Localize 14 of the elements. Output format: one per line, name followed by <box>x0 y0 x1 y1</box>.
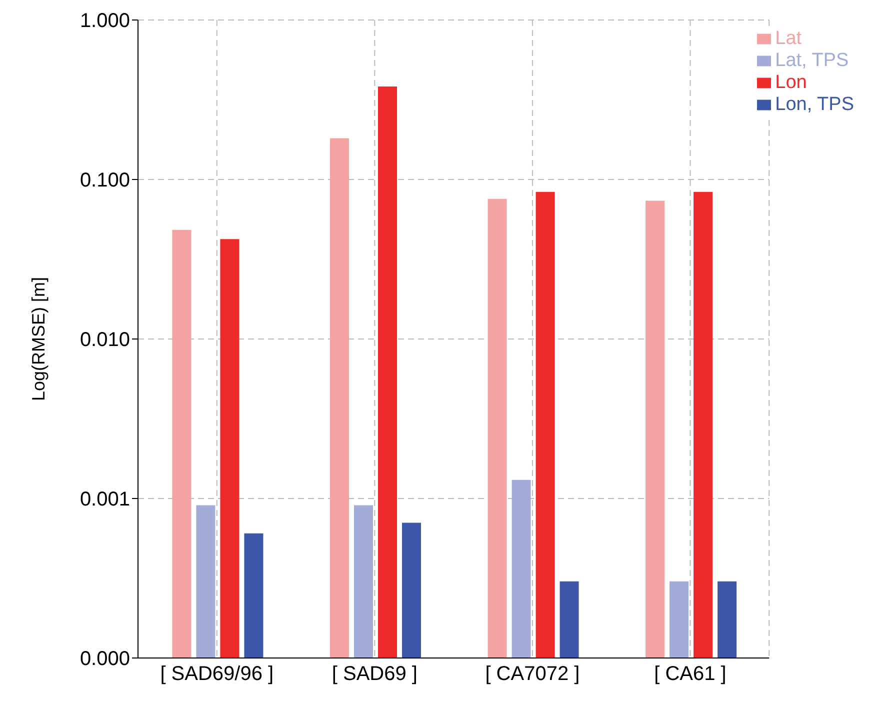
x-tick-label: [ CA7072 ] <box>485 663 580 686</box>
legend-label: Lat, TPS <box>775 50 849 71</box>
x-tick-label: [ SAD69/96 ] <box>160 663 274 686</box>
x-tick-label: [ CA61 ] <box>654 663 726 686</box>
legend-label: Lat <box>775 28 802 49</box>
y-axis-title: Log(RMSE) [m] <box>28 276 48 402</box>
y-tick-label: 0.100 <box>80 170 130 192</box>
y-tick-label: 0.010 <box>80 329 130 352</box>
legend-label: Lon <box>775 72 807 93</box>
y-tick-label: 1.000 <box>80 10 130 32</box>
legend-label: Lon, TPS <box>775 94 854 115</box>
x-tick-label: [ SAD69 ] <box>332 663 418 686</box>
y-tick-label: 0.000 <box>80 648 130 670</box>
y-tick-label: 0.001 <box>80 488 130 511</box>
